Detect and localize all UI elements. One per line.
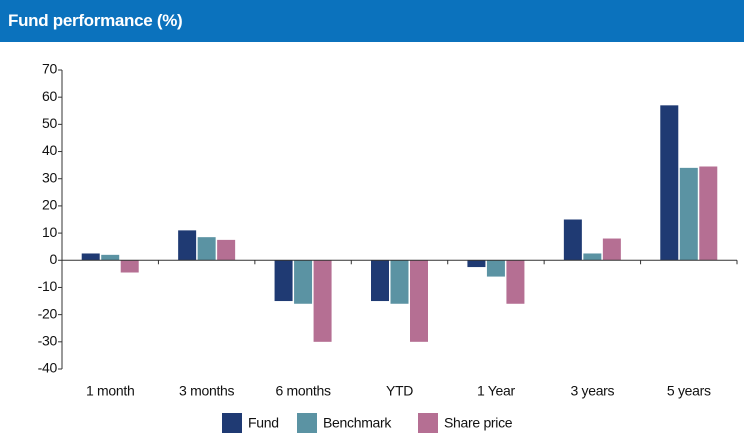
header-bar: Fund performance (%)	[0, 0, 744, 42]
y-tick-label: 70	[42, 61, 57, 77]
bar	[486, 260, 505, 277]
bar	[313, 260, 332, 342]
bar	[274, 260, 293, 302]
legend-label: Benchmark	[323, 415, 392, 431]
x-tick-label: 1 month	[86, 383, 135, 399]
y-tick-label: 20	[42, 197, 57, 213]
bar	[371, 260, 389, 302]
bar	[410, 260, 428, 342]
x-tick-label: 5 years	[667, 383, 711, 399]
x-tick-label: 3 months	[179, 383, 234, 399]
bar	[217, 239, 236, 261]
bar	[101, 254, 120, 261]
legend-swatch	[297, 413, 317, 433]
bar	[602, 238, 621, 261]
bar	[660, 105, 679, 261]
bar	[120, 260, 139, 273]
legend-swatch	[222, 413, 242, 433]
x-tick-label: YTD	[386, 383, 413, 399]
bar	[81, 253, 100, 261]
bar	[563, 219, 582, 261]
y-tick-label: 10	[42, 224, 57, 240]
y-tick-label: 50	[42, 115, 57, 131]
y-tick-label: -10	[38, 278, 58, 294]
y-tick-label: 60	[42, 88, 57, 104]
legend-label: Share price	[444, 415, 513, 431]
bar	[390, 260, 409, 304]
y-tick-label: -20	[38, 305, 58, 321]
x-tick-label: 6 months	[275, 383, 330, 399]
bar	[467, 260, 486, 268]
y-tick-label: 40	[42, 142, 57, 158]
bar	[699, 166, 718, 261]
y-tick-label: -40	[38, 360, 58, 376]
bar	[679, 167, 698, 261]
y-tick-label: 30	[42, 169, 57, 185]
y-tick-label: 0	[50, 251, 58, 267]
bar	[583, 253, 602, 261]
y-tick-label: -30	[38, 333, 58, 349]
x-tick-label: 3 years	[570, 383, 614, 399]
bar	[197, 237, 216, 261]
chart-title: Fund performance (%)	[8, 11, 183, 30]
bar	[294, 260, 313, 304]
legend-swatch	[418, 413, 438, 433]
bar	[178, 230, 197, 261]
bar	[506, 260, 525, 304]
x-tick-label: 1 Year	[477, 383, 516, 399]
legend-label: Fund	[248, 415, 279, 431]
